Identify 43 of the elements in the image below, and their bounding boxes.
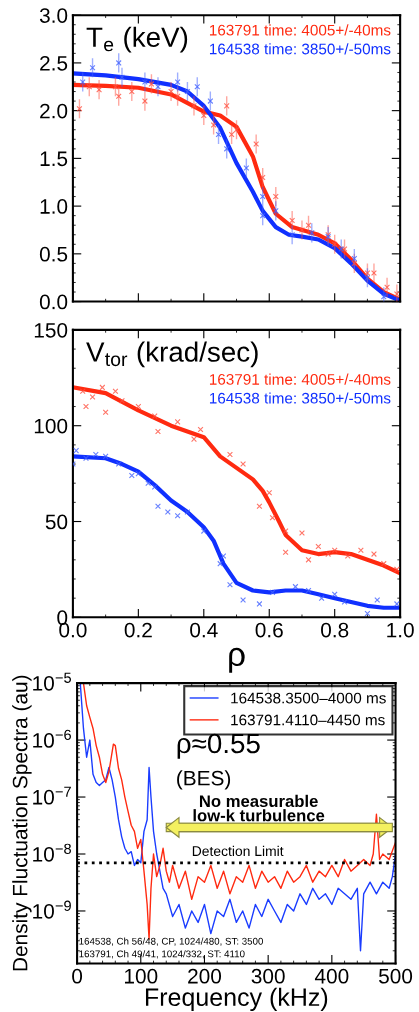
y-tick-label: 50 [45, 514, 68, 530]
x-tick-label: 200 [188, 968, 222, 984]
x-tick-label: 500 [378, 968, 413, 984]
y-tick-label: 10$^{−7}$ [33, 786, 71, 805]
text: 164538 time: 3850+/-50ms [209, 43, 391, 55]
y-tick-label: 10$^{−9}$ [33, 900, 71, 919]
x-tick-label: 0 [72, 968, 83, 984]
y-tick-label: 10$^{−5}$ [33, 672, 71, 691]
x-axis-title: ρ [229, 647, 245, 673]
text: 164538 time: 3850+/-50ms [209, 392, 391, 404]
annotation: T$_{e}$ (keV) [86, 26, 188, 53]
y-axis-title: Density Fluctuation Spectra (au) [12, 675, 32, 971]
y-tick-label: 2.0 [40, 103, 68, 119]
y-tick-label: 0.0 [39, 294, 68, 310]
y-tick-label: 100 [34, 418, 68, 434]
annotation: (BES) [177, 770, 231, 790]
x-tick-label: 0.4 [190, 622, 218, 638]
y-tick-label: 2.5 [40, 55, 68, 71]
x-axis-title: Frequency (kHz) [145, 987, 328, 1012]
y-tick-label: 10$^{−6}$ [33, 729, 71, 748]
x-tick-label: 400 [314, 968, 349, 984]
annotation: 164538, Ch 56/48, CP, 1024/480, ST: 3500 [79, 937, 263, 946]
y-tick-label: 3.0 [39, 8, 68, 23]
x-tick-label: 100 [124, 968, 158, 984]
y-tick-label: 150 [34, 322, 68, 338]
y-tick-label: 10$^{−8}$ [33, 843, 71, 862]
x-tick-label: 0.2 [124, 622, 152, 638]
y-tick-label: 0.5 [39, 246, 68, 262]
ref-line-label: Detection Limit [192, 845, 284, 857]
annotation: No measurable low-k turbulence [193, 794, 325, 822]
y-tick-label: 1.5 [40, 151, 68, 167]
annotation: V$_{tor}$ (krad/sec) [86, 341, 258, 368]
text: 163791 time: 4005+/-40ms [209, 24, 391, 36]
x-tick-label: 0.8 [321, 622, 349, 638]
annotation: ρ≈0.55 [177, 733, 260, 759]
x-tick-label: 0.6 [255, 622, 283, 638]
x-tick-label: 300 [251, 968, 285, 984]
x-tick-label: 1.0 [387, 622, 414, 638]
text: 163791 time: 4005+/-40ms [209, 373, 391, 385]
y-tick-label: 1.0 [40, 199, 68, 214]
annotation: 163791, Ch 49/41, 1024/332, ST: 4110 [79, 950, 245, 959]
legend-label: 163791.4110–4450 ms [231, 714, 385, 726]
legend-label: 164538.3500–4000 ms [231, 692, 386, 704]
